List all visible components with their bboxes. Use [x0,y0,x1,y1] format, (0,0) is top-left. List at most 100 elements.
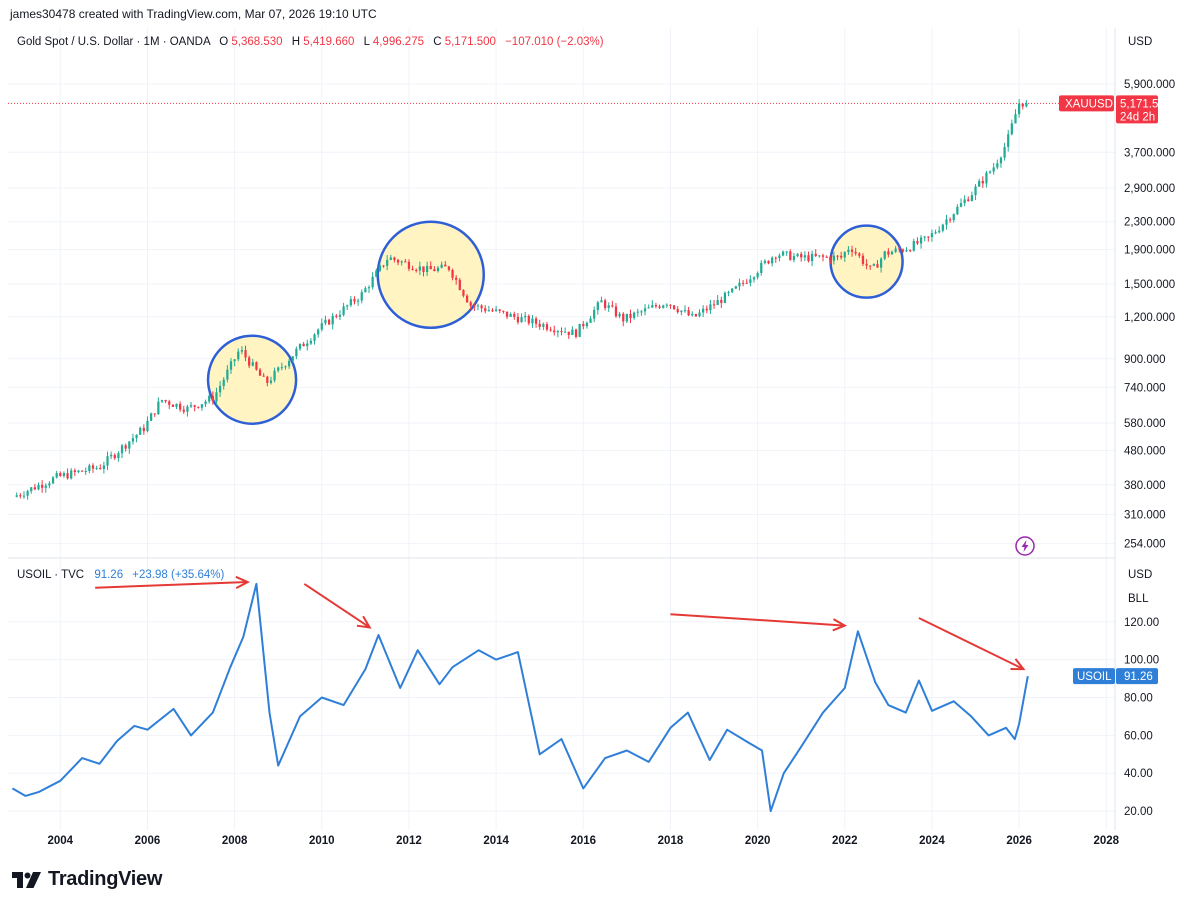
gold-candle [691,314,694,316]
gold-candle [306,343,309,347]
gold-close-value: 5,171.500 [445,36,496,48]
gold-currency-label[interactable]: USD [1128,36,1152,48]
gold-candle [912,240,915,251]
gold-tag-symbol-bg [1059,95,1114,112]
gold-candle [712,304,716,306]
gold-high-value: 5,419.660 [303,36,354,48]
gold-candle [738,282,741,287]
gold-candle [208,395,211,402]
annotation-arrows [95,575,1026,671]
gold-candle [658,306,661,308]
gold-candle [487,310,490,312]
oil-axis-tick-label: 20.00 [1124,806,1153,818]
gold-candle [91,465,95,469]
gold-axis-tick-label: 1,500.000 [1124,279,1175,291]
gold-candle [974,186,977,196]
chart-creator-caption: james30478 created with TradingView.com,… [10,7,377,21]
gold-candle [760,262,763,274]
gold-legend[interactable]: Gold Spot / U.S. Dollar · 1M · OANDA O 5… [17,36,604,48]
gold-candle [549,329,552,331]
oil-tag-price-bg [1116,668,1158,685]
gold-candle [709,304,712,311]
gold-candle [131,438,135,442]
gold-candle [869,265,872,267]
gold-candle [829,256,832,261]
gold-candle [716,299,719,306]
gold-candle [633,312,636,318]
gold-candle [919,237,923,244]
gold-candle [898,248,901,250]
oil-legend[interactable]: USOIL · TVC 91.26 +23.98 (+35.64%) [17,569,225,581]
lightning-icon[interactable] [1015,536,1035,556]
time-tick-label: 2016 [570,835,596,847]
gold-candle [818,255,821,257]
oil-currency-label[interactable]: USD [1128,569,1152,581]
oil-unit-label[interactable]: BLL [1128,593,1149,605]
gold-candle [574,329,578,337]
gold-candle [865,263,868,266]
gold-candle [571,329,574,336]
gold-candle [654,305,658,307]
gold-candle [84,471,87,473]
gold-candle [175,403,178,407]
gold-candle [585,322,589,327]
time-tick-label: 2018 [658,835,684,847]
gold-candle [694,314,698,317]
gold-price-axis[interactable]: 5,900.000 3,700.000 2,900.000 2,300.000 1,90… [1124,79,1175,551]
gold-candle [407,261,411,269]
tradingview-logo[interactable]: TradingView [12,868,162,891]
gold-candle [992,167,995,172]
gold-candle [382,265,385,267]
oil-series-layer [11,582,1029,813]
oil-legend-title: USOIL · TVC [17,569,84,581]
gold-candle [930,233,934,238]
gold-candle [433,269,436,272]
gold-candle [462,289,465,296]
gold-candle [956,206,959,215]
gold-candle [26,491,29,496]
gold-candle [847,249,850,253]
gold-candle [651,305,654,308]
gold-candle [404,261,407,263]
gold-candle [164,400,167,402]
gold-candle [422,266,425,273]
gold-candle [48,483,51,486]
gold-candle [389,257,392,260]
gold-candle [749,279,752,283]
gold-open-value: 5,368.530 [231,36,282,48]
time-axis[interactable]: 2004 2006 2008 2010 2012 2014 2016 2018 2020 2022… [48,835,1120,847]
gold-candle [720,299,723,303]
gold-candle [665,304,668,306]
gold-candle [513,313,516,317]
gold-candle [222,379,225,386]
gold-candle [734,286,737,289]
gold-candle [611,305,614,307]
gold-candle [909,250,912,252]
gold-candle [364,288,367,293]
gold-candle [491,310,494,312]
gold-candle [255,362,258,370]
oil-price-axis[interactable]: 120.00 100.00 80.00 60.00 40.00 20.00 [1124,617,1159,818]
gold-candle [476,305,480,307]
gold-candle [771,257,774,264]
gold-candle [745,282,748,284]
gold-candle [850,249,854,252]
gold-candle [411,268,414,270]
gold-high-key: H [292,36,300,48]
gold-candle [429,265,432,270]
gold-candle [197,406,200,408]
gold-candle [80,470,84,472]
gold-candle [538,323,541,327]
gold-candle [106,456,109,466]
gold-candle [182,409,185,412]
time-tick-label: 2020 [745,835,771,847]
gold-tag-price-bg [1116,95,1158,124]
gold-candle [349,299,352,306]
annotation-arrowhead [832,618,848,632]
gold-candle [117,453,120,459]
gold-candle [640,311,643,313]
gold-candle [33,487,37,490]
grid-layer [8,28,1115,830]
gold-axis-tick-label: 5,900.000 [1124,79,1175,91]
time-tick-label: 2028 [1093,835,1119,847]
